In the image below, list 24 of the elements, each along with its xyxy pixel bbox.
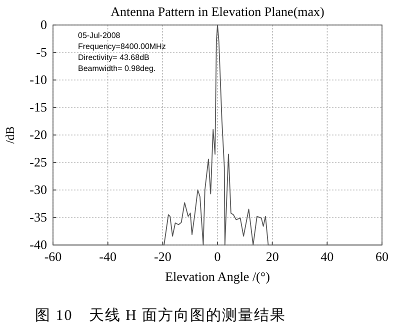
caption: 图 10 天线 H 面方向图的测量结果 — [35, 307, 286, 324]
y-tick-label: -5 — [36, 44, 47, 60]
annotation: Frequency=8400.00MHz — [78, 42, 166, 51]
y-tick-label: 0 — [40, 17, 47, 32]
x-tick-label: 60 — [376, 249, 388, 264]
x-tick-label: 0 — [214, 249, 221, 264]
y-tick-label: -30 — [30, 182, 47, 197]
y-tick-label: -35 — [30, 210, 47, 224]
x-tick-label: -60 — [44, 249, 62, 264]
x-tick-label: -20 — [154, 249, 172, 264]
y-tick-label: -25 — [30, 154, 47, 170]
x-tick-label: 20 — [266, 249, 279, 264]
y-tick-label: -15 — [30, 100, 47, 114]
x-tick-label: -40 — [99, 249, 117, 264]
annotation: 05-Jul-2008 — [78, 31, 121, 40]
x-axis-title: Elevation Angle /(°) — [165, 269, 270, 284]
y-tick-label: -10 — [30, 72, 47, 87]
y-axis-title: /dB — [3, 126, 17, 144]
annotation: Beamwidth= 0.98deg. — [78, 64, 156, 73]
y-tick-label: -40 — [30, 237, 47, 252]
y-tick-label: -20 — [30, 127, 47, 142]
x-tick-label: 40 — [320, 249, 334, 264]
chart-title: Antenna Pattern in Elevation Plane(max) — [110, 4, 324, 19]
annotation: Directivity= 43.68dB — [78, 53, 150, 62]
